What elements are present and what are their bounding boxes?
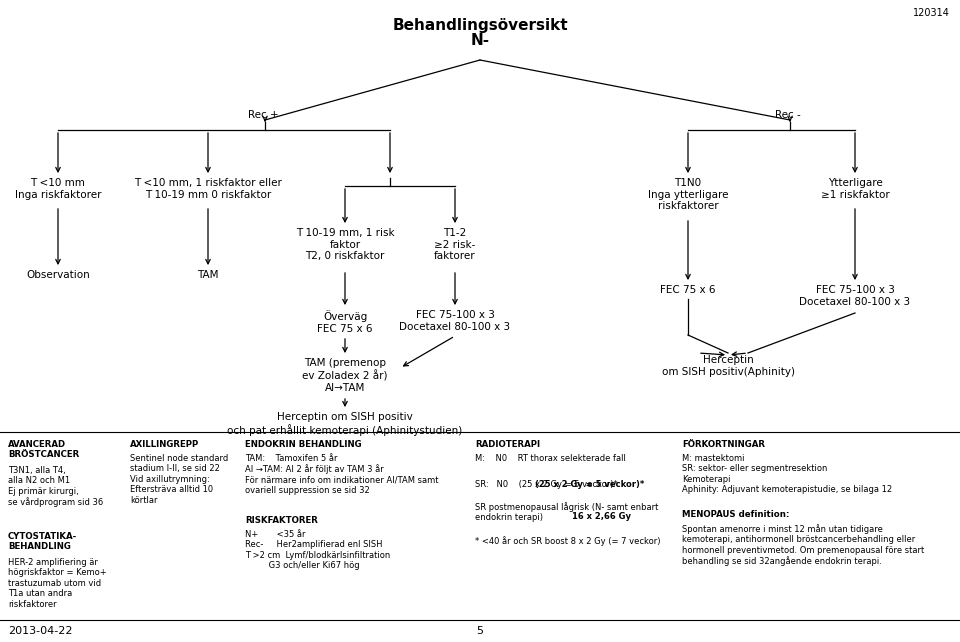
Text: Spontan amenorre i minst 12 mån utan tidigare
kemoterapi, antihormonell bröstcan: Spontan amenorre i minst 12 mån utan tid…: [682, 524, 924, 566]
Text: Observation: Observation: [26, 270, 90, 280]
Text: T3N1, alla T4,
alla N2 och M1
Ej primär kirurgi,
se vårdprogram sid 36: T3N1, alla T4, alla N2 och M1 Ej primär …: [8, 466, 104, 507]
Text: T1N0
Inga ytterligare
riskfaktorer: T1N0 Inga ytterligare riskfaktorer: [648, 178, 729, 211]
Text: Herceptin
om SISH positiv(Aphinity): Herceptin om SISH positiv(Aphinity): [661, 355, 795, 377]
Text: FÖRKORTNINGAR: FÖRKORTNINGAR: [682, 440, 765, 449]
Text: Sentinel node standard
stadium I-II, se sid 22
Vid axillutrymning:
Eftersträva a: Sentinel node standard stadium I-II, se …: [130, 454, 228, 505]
Text: (25 x 2 Gy = 5 veckor)*: (25 x 2 Gy = 5 veckor)*: [535, 480, 644, 489]
Text: T 10-19 mm, 1 risk
faktor
T2, 0 riskfaktor: T 10-19 mm, 1 risk faktor T2, 0 riskfakt…: [296, 228, 395, 261]
Text: Behandlingsöversikt: Behandlingsöversikt: [393, 18, 567, 33]
Text: RISKFAKTORER: RISKFAKTORER: [245, 516, 318, 525]
Text: AVANCERAD
BRÖSTCANCER: AVANCERAD BRÖSTCANCER: [8, 440, 80, 460]
Text: SR postmenopausal lågrisk (N- samt enbart
endokrin terapi): SR postmenopausal lågrisk (N- samt enbar…: [475, 502, 659, 523]
Text: SR:   N0    (25 x 2 Gy = 5 veckor)*: SR: N0 (25 x 2 Gy = 5 veckor)*: [475, 480, 617, 489]
Text: FEC 75-100 x 3
Docetaxel 80-100 x 3: FEC 75-100 x 3 Docetaxel 80-100 x 3: [800, 285, 911, 307]
Text: TAM (premenop
ev Zoladex 2 år)
AI→TAM: TAM (premenop ev Zoladex 2 år) AI→TAM: [302, 358, 388, 393]
Text: AXILLINGREPP: AXILLINGREPP: [130, 440, 200, 449]
Text: FEC 75 x 6: FEC 75 x 6: [660, 285, 716, 295]
Text: T <10 mm
Inga riskfaktorer: T <10 mm Inga riskfaktorer: [14, 178, 101, 200]
Text: 16 x 2,66 Gy: 16 x 2,66 Gy: [572, 512, 631, 521]
Text: ENDOKRIN BEHANDLING: ENDOKRIN BEHANDLING: [245, 440, 362, 449]
Text: M:    N0    RT thorax selekterade fall: M: N0 RT thorax selekterade fall: [475, 454, 626, 463]
Text: FEC 75-100 x 3
Docetaxel 80-100 x 3: FEC 75-100 x 3 Docetaxel 80-100 x 3: [399, 310, 511, 332]
Text: Rec -: Rec -: [775, 110, 801, 120]
Text: Rec +: Rec +: [248, 110, 278, 120]
Text: T <10 mm, 1 riskfaktor eller
T 10-19 mm 0 riskfaktor: T <10 mm, 1 riskfaktor eller T 10-19 mm …: [134, 178, 282, 200]
Text: MENOPAUS definition:: MENOPAUS definition:: [682, 510, 789, 519]
Text: Herceptin om SISH positiv
och pat erhållit kemoterapi (Aphinitystudien): Herceptin om SISH positiv och pat erhåll…: [228, 412, 463, 436]
Text: N-: N-: [470, 33, 490, 48]
Text: 2013-04-22: 2013-04-22: [8, 626, 73, 636]
Text: M: mastektomi
SR: sektor- eller segmentresektion
Kemoterapi
Aphinity: Adjuvant k: M: mastektomi SR: sektor- eller segmentr…: [682, 454, 892, 494]
Text: RADIOTERAPI: RADIOTERAPI: [475, 440, 540, 449]
Text: TAM: TAM: [197, 270, 219, 280]
Text: * <40 år och SR boost 8 x 2 Gy (= 7 veckor): * <40 år och SR boost 8 x 2 Gy (= 7 veck…: [475, 536, 660, 546]
Text: N+       <35 år
Rec-     Her2amplifierad enl SISH
T >2 cm  Lymf/blodkärlsinfiltr: N+ <35 år Rec- Her2amplifierad enl SISH …: [245, 530, 391, 570]
Text: TAM:    Tamoxifen 5 år
AI →TAM: AI 2 år följt av TAM 3 år
För närmare info om in: TAM: Tamoxifen 5 år AI →TAM: AI 2 år föl…: [245, 454, 439, 495]
Text: Överväg
FEC 75 x 6: Överväg FEC 75 x 6: [317, 310, 372, 333]
Text: 5: 5: [476, 626, 484, 636]
Text: HER-2 amplifiering är
högriskfaktor = Kemo+
trastuzumab utom vid
T1a utan andra
: HER-2 amplifiering är högriskfaktor = Ke…: [8, 558, 107, 609]
Text: CYTOSTATIKA-
BEHANDLING: CYTOSTATIKA- BEHANDLING: [8, 532, 77, 551]
Text: 120314: 120314: [913, 8, 950, 18]
Text: Ytterligare
≥1 riskfaktor: Ytterligare ≥1 riskfaktor: [821, 178, 889, 200]
Text: T1-2
≥2 risk-
faktorer: T1-2 ≥2 risk- faktorer: [434, 228, 476, 261]
